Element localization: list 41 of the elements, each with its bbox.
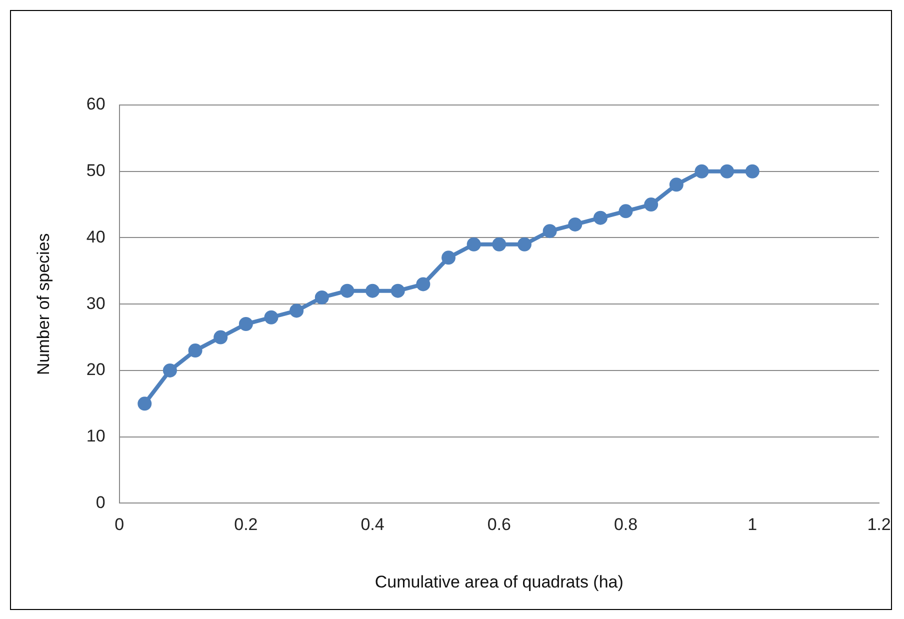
x-tick-label: 0.4 xyxy=(360,515,384,534)
point xyxy=(442,250,456,265)
point xyxy=(542,224,557,238)
point xyxy=(340,284,354,298)
x-tick-label: 0.2 xyxy=(234,515,258,534)
x-tick-label: 1 xyxy=(748,515,758,534)
point xyxy=(669,178,684,192)
point xyxy=(290,304,304,318)
point xyxy=(416,277,430,292)
point xyxy=(466,237,481,252)
point xyxy=(390,284,405,298)
y-tick-label: 40 xyxy=(86,227,106,246)
point xyxy=(238,317,253,332)
point xyxy=(366,284,380,298)
point xyxy=(644,198,658,212)
x-tick-label: 0.6 xyxy=(487,515,511,534)
point xyxy=(162,363,177,378)
point xyxy=(314,290,329,304)
y-tick-label: 60 xyxy=(86,94,106,114)
x-tick-label: 0 xyxy=(114,515,124,534)
point xyxy=(618,204,633,218)
y-tick-label: 0 xyxy=(96,492,106,512)
point xyxy=(188,344,202,358)
point xyxy=(517,237,532,252)
y-tick-label: 50 xyxy=(86,161,106,180)
point xyxy=(694,164,709,178)
y-axis-title: Number of species xyxy=(34,233,53,375)
y-tick-label: 10 xyxy=(86,426,106,446)
x-tick-label: 1.2 xyxy=(867,515,891,534)
point xyxy=(492,237,506,252)
x-tick-label: 0.8 xyxy=(614,515,638,534)
point xyxy=(568,217,582,232)
x-axis-title: Cumulative area of quadrats (ha) xyxy=(374,572,624,592)
point xyxy=(264,310,278,324)
y-tick-label: 20 xyxy=(86,360,106,380)
point xyxy=(593,210,608,225)
point xyxy=(745,164,760,178)
point xyxy=(214,330,228,344)
point xyxy=(138,396,152,411)
y-tick-label: 30 xyxy=(86,294,106,313)
point xyxy=(720,164,734,178)
